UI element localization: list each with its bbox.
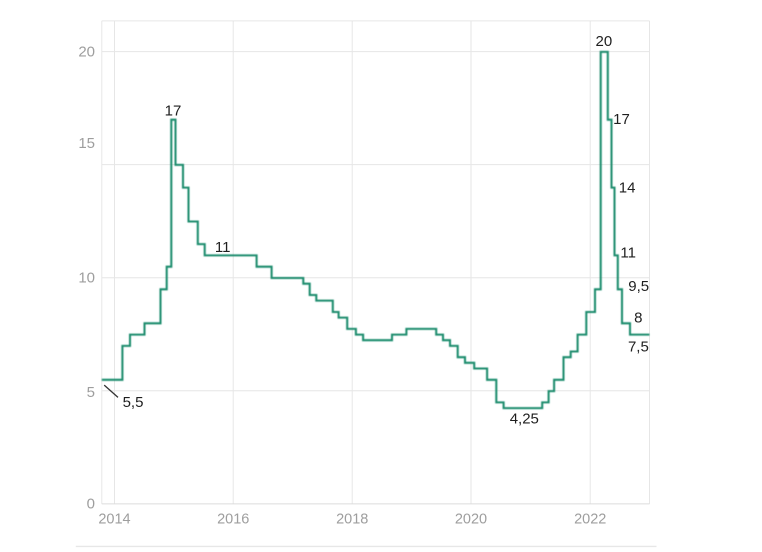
svg-text:20: 20 — [596, 33, 613, 50]
svg-text:7,5: 7,5 — [628, 339, 649, 356]
svg-text:10: 10 — [78, 269, 95, 286]
svg-text:5,5: 5,5 — [123, 394, 144, 411]
svg-text:17: 17 — [613, 111, 630, 128]
svg-text:2022: 2022 — [574, 512, 606, 528]
svg-text:11: 11 — [215, 239, 231, 256]
svg-text:2014: 2014 — [98, 512, 130, 528]
svg-text:9,5: 9,5 — [628, 278, 649, 295]
svg-text:8: 8 — [634, 310, 642, 327]
svg-text:11: 11 — [620, 245, 636, 262]
svg-text:15: 15 — [78, 135, 95, 152]
svg-text:20: 20 — [78, 44, 95, 61]
svg-text:2016: 2016 — [217, 512, 249, 528]
svg-text:2020: 2020 — [455, 512, 487, 528]
svg-text:17: 17 — [165, 103, 182, 120]
svg-text:14: 14 — [619, 179, 636, 196]
svg-text:4,25: 4,25 — [510, 411, 539, 428]
svg-text:0: 0 — [87, 495, 95, 512]
svg-text:5: 5 — [87, 384, 95, 401]
svg-text:2018: 2018 — [336, 512, 368, 528]
